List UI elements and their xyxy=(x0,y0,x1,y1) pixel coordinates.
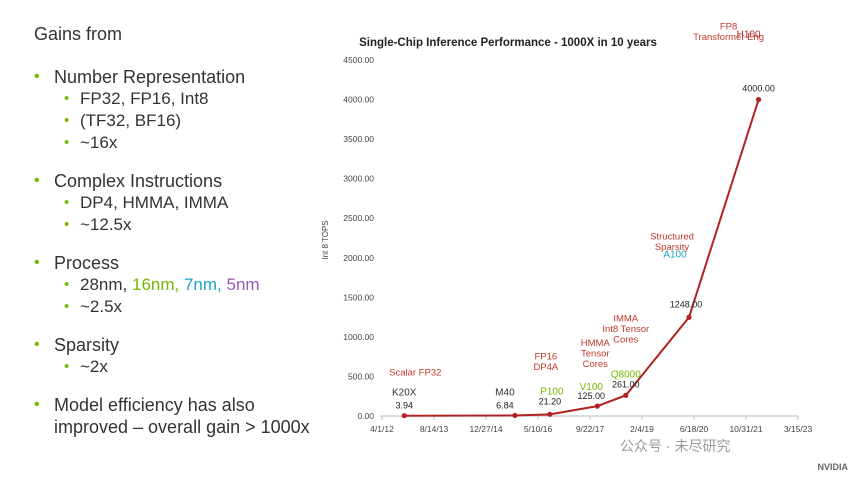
performance-chart: Single-Chip Inference Performance - 1000… xyxy=(321,22,812,434)
bullet-sub: DP4, HMMA, IMMA xyxy=(34,192,334,214)
node-7nm: 7nm, xyxy=(183,275,222,294)
value-label: 6.84 xyxy=(496,400,514,410)
node-5nm: 5nm xyxy=(226,275,260,294)
left-panel: Gains from Number Representation FP32, F… xyxy=(0,0,330,484)
group-number-representation: Number Representation FP32, FP16, Int8 (… xyxy=(34,66,334,154)
value-label: 21.20 xyxy=(539,396,562,406)
group-process: Process 28nm, 16nm, 7nm, 5nm ~2.5x xyxy=(34,252,334,318)
x-tick-label: 6/18/20 xyxy=(680,424,709,434)
series-line xyxy=(401,96,762,419)
x-tick-label: 3/15/23 xyxy=(784,424,813,434)
bullet-title: Process xyxy=(34,252,334,274)
y-tick-label: 1500.00 xyxy=(343,292,374,302)
group-complex-instructions: Complex Instructions DP4, HMMA, IMMA ~12… xyxy=(34,170,334,236)
data-point xyxy=(623,392,629,398)
data-point xyxy=(594,403,600,409)
annotation-label: Cores xyxy=(583,359,609,370)
annotation-label: Scalar FP32 xyxy=(389,368,441,379)
performance-line xyxy=(404,99,760,417)
bullet-sub: ~16x xyxy=(34,132,334,154)
data-point xyxy=(686,314,692,320)
value-label: 4000.00 xyxy=(742,84,775,94)
chip-label: P100 xyxy=(540,386,564,397)
node-28nm: 28nm, xyxy=(80,275,128,294)
watermark: 公众号 · 未尽研究 xyxy=(620,438,731,454)
value-label: 125.00 xyxy=(578,391,606,401)
y-tick-label: 0.00 xyxy=(357,411,374,421)
data-point xyxy=(401,413,407,419)
x-tick-label: 9/22/17 xyxy=(576,424,605,434)
annotation-label: HMMA xyxy=(581,338,611,349)
annotation-label: Structured xyxy=(650,231,694,242)
nvidia-logo: NVIDIA xyxy=(817,462,848,472)
annotation-label: Cores xyxy=(613,334,639,345)
annotation-label: Int8 Tensor xyxy=(602,324,649,335)
annotation-label: Tensor xyxy=(581,349,610,360)
bullet-sub: (TF32, BF16) xyxy=(34,110,334,132)
value-label: 3.94 xyxy=(395,401,413,411)
group-sparsity: Sparsity ~2x xyxy=(34,334,334,378)
x-tick-label: 10/31/21 xyxy=(729,424,762,434)
axes: 0.00 500.00 1000.00 1500.00 2000.00 2500.00 30… xyxy=(343,55,812,434)
bullet-sub: FP32, FP16, Int8 xyxy=(34,88,334,110)
value-label: 1248.00 xyxy=(670,299,703,309)
bullet-list: Number Representation FP32, FP16, Int8 (… xyxy=(34,66,334,454)
x-tick-label: 5/10/16 xyxy=(524,424,553,434)
chip-label: H100 xyxy=(737,30,761,41)
x-tick-label: 2/4/19 xyxy=(630,424,654,434)
data-point xyxy=(512,412,518,419)
value-label: 261.00 xyxy=(612,379,640,389)
y-tick-label: 1000.00 xyxy=(343,332,374,342)
x-tick-label: 8/14/13 xyxy=(420,424,449,434)
y-tick-label: 3000.00 xyxy=(343,174,374,184)
annotation-label: FP16 xyxy=(534,351,557,362)
chart-title: Single-Chip Inference Performance - 1000… xyxy=(359,37,657,49)
x-tick-label: 4/1/12 xyxy=(370,424,394,434)
y-tick-label: 3500.00 xyxy=(343,134,374,144)
annotation-label: IMMA xyxy=(613,313,638,324)
annotation-label: FP8 xyxy=(720,22,737,33)
gains-heading: Gains from xyxy=(34,24,123,44)
y-tick-label: 2000.00 xyxy=(343,253,374,263)
bullet-title: Sparsity xyxy=(34,334,334,356)
bullet-title: Number Representation xyxy=(34,66,334,88)
bullet-sub: ~2x xyxy=(34,356,334,378)
data-point xyxy=(755,96,762,103)
bullet-sub: ~2.5x xyxy=(34,296,334,318)
bullet-sub: ~12.5x xyxy=(34,214,334,236)
node-16nm: 16nm, xyxy=(131,275,180,294)
y-tick-label: 4500.00 xyxy=(343,55,374,65)
chip-label: V100 xyxy=(580,382,604,393)
chip-label: A100 xyxy=(663,249,687,260)
bullet-title: Complex Instructions xyxy=(34,170,334,192)
y-tick-label: 2500.00 xyxy=(343,213,374,223)
annotation-label: Transformer Eng xyxy=(693,32,764,43)
x-tick-label: 12/27/14 xyxy=(469,424,502,434)
annotation-label: Sparsity xyxy=(655,242,690,253)
chip-label: M40 xyxy=(495,387,515,398)
annotation-label: DP4A xyxy=(533,362,558,373)
bullet-title-line1: Model efficiency has also xyxy=(54,395,255,415)
y-axis-label: Int 8 TOPS xyxy=(321,220,330,259)
chip-label: Q8000 xyxy=(611,369,641,380)
y-tick-label: 500.00 xyxy=(348,371,374,381)
process-nodes: 28nm, 16nm, 7nm, 5nm xyxy=(34,274,334,296)
chip-label: K20X xyxy=(392,388,417,399)
bullet-title-line2: improved – overall gain > 1000x xyxy=(54,417,310,437)
y-tick-label: 4000.00 xyxy=(343,95,374,105)
data-point xyxy=(547,411,553,417)
